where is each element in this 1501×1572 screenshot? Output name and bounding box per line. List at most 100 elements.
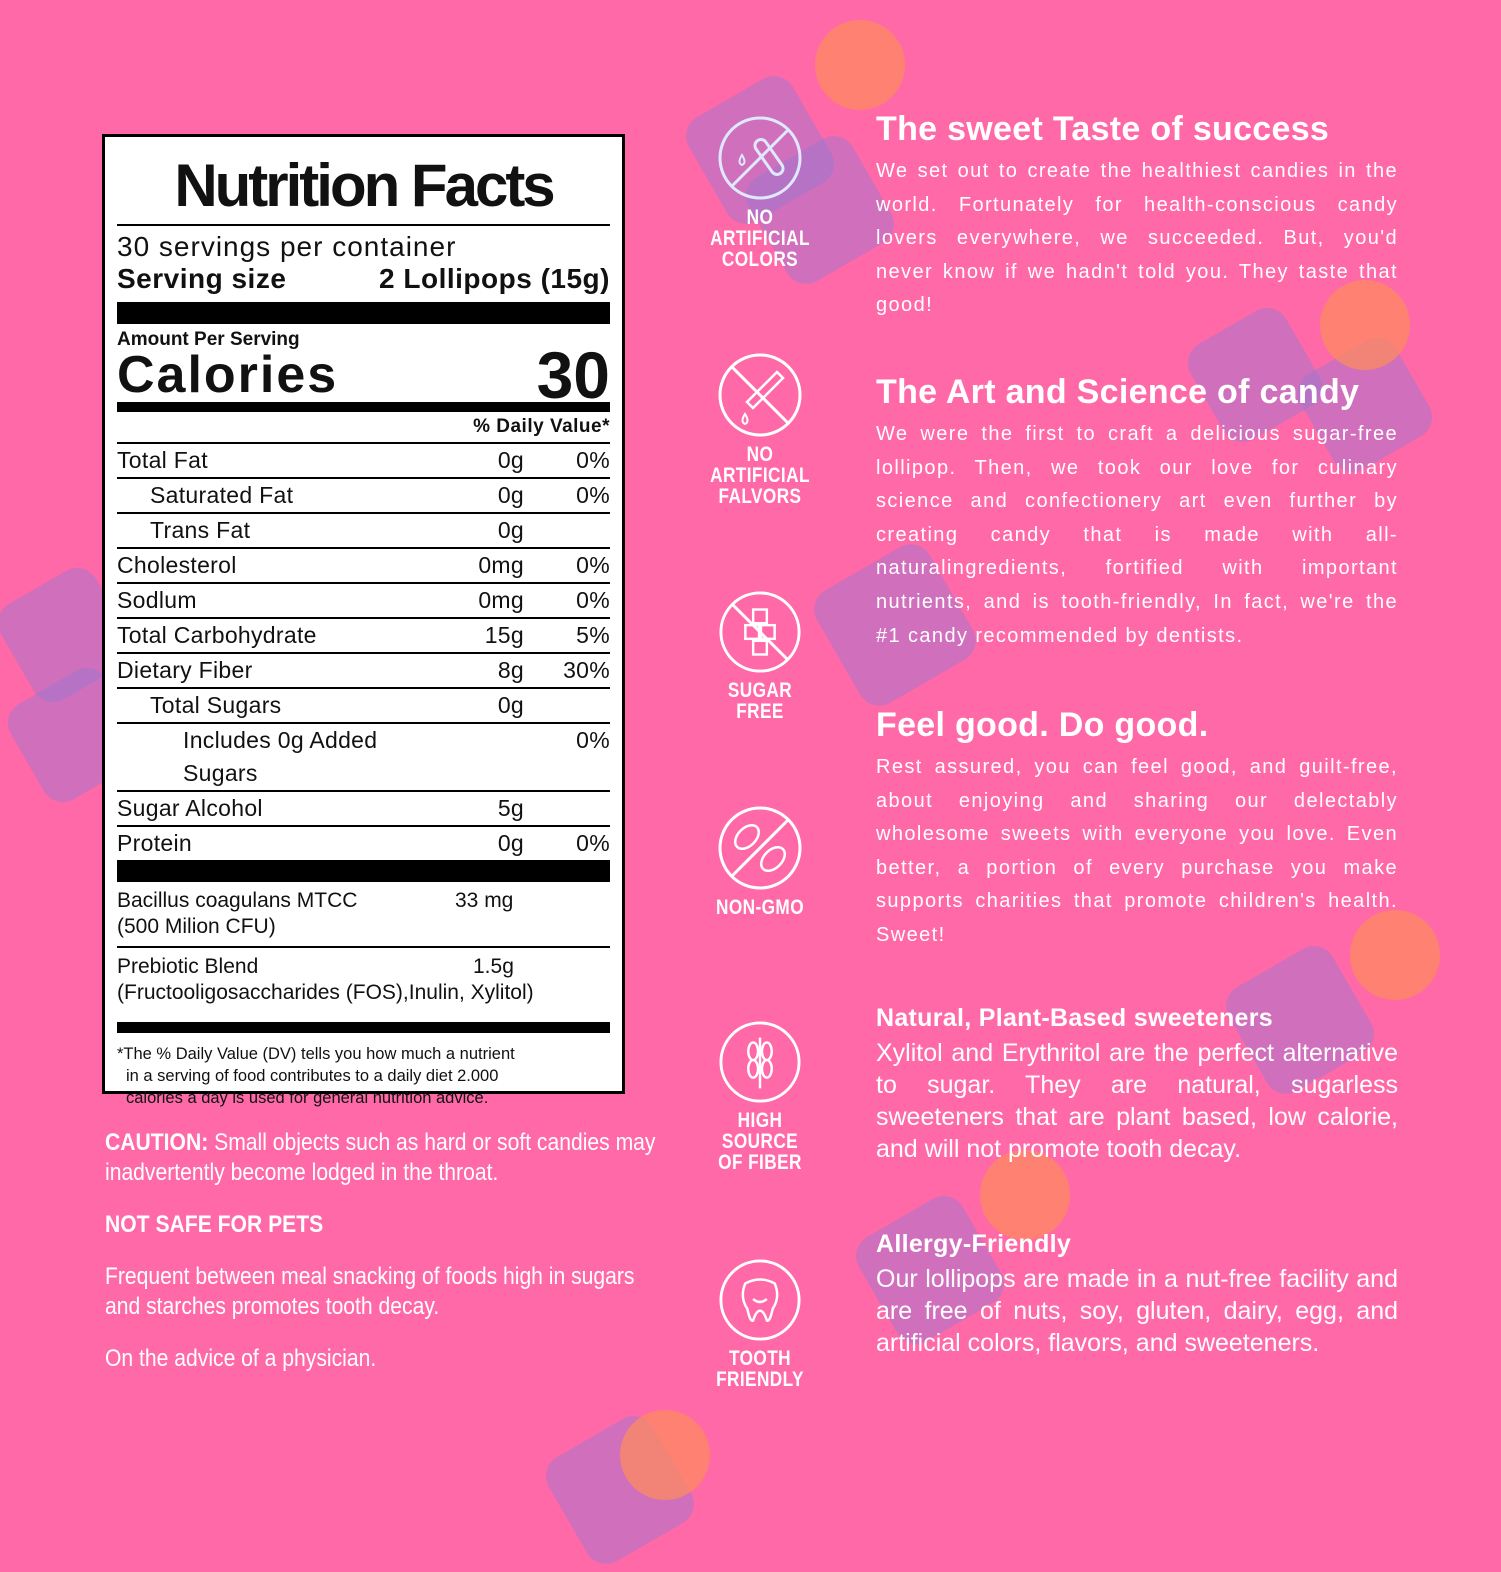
section-body: Xylitol and Erythritol are the perfect a… (876, 1039, 1398, 1163)
caution-label: CAUTION: (105, 1129, 209, 1156)
prebiotic-sub: (Fructooligosaccharides (FOS),Inulin, Xy… (117, 981, 534, 1004)
nutrient-row: Sugar Alcohol 5g (117, 792, 610, 827)
nutrient-amount: 0mg (478, 587, 524, 613)
no-artificial-colors-icon (718, 116, 802, 200)
nutrient-amount: 8g (497, 657, 524, 683)
nutrient-amount: 0g (497, 447, 524, 473)
nutrient-amount: 15g (484, 622, 524, 648)
nutrient-row: Sodlum 0mg 0% (117, 584, 610, 619)
nutrient-amount: 0mg (478, 552, 524, 578)
nutrition-facts-panel: Nutrition Facts 30 servings per containe… (102, 134, 625, 1107)
nutrient-dv (524, 514, 610, 547)
badge-tooth-friendly: TOOTH FRIENDLY (690, 1258, 830, 1390)
nutrient-row: Total Sugars 0g (117, 689, 610, 724)
probiotic-sub: (500 Milion CFU) (117, 915, 276, 938)
section-body: We were the first to craft a delicious s… (876, 423, 1398, 647)
nutrient-amount: 0g (497, 517, 524, 543)
section-body: Rest assured, you can feel good, and gui… (876, 756, 1398, 946)
warnings: CAUTION: Small objects such as hard or s… (105, 1128, 668, 1396)
nutrient-row: Protein 0g 0% (117, 827, 610, 882)
decorative-sun (815, 20, 905, 110)
nutrient-dv: 5% (576, 622, 610, 648)
badge-sugar-free: SUGAR FREE (690, 590, 830, 722)
section-title: Allergy-Friendly (876, 1230, 1072, 1258)
servings-per-container: 30 servings per container (117, 231, 457, 262)
non-gmo-icon (718, 806, 802, 890)
footnote-line: in a serving of food contributes to a da… (126, 1067, 499, 1085)
nutrient-name: Saturated Fat (150, 482, 294, 508)
section-title: The sweet Taste of success (876, 110, 1330, 148)
decorative-sun (620, 1410, 710, 1500)
nutrient-name: Includes 0g Added Sugars (183, 727, 378, 786)
badge-no-artificial-colors: NO ARTIFICIAL COLORS (690, 115, 830, 270)
section-title: Feel good. Do good. (876, 706, 1209, 744)
section-body: We set out to create the healthiest cand… (876, 160, 1398, 317)
calories-label: Calories (117, 346, 339, 404)
badge-high-fiber: HIGH SOURCE OF FIBER (690, 1020, 830, 1173)
serving-size: Serving size 2 Lollipops (15g) (117, 262, 610, 324)
sugar-free-icon (719, 591, 801, 673)
section-art-science: The Art and Science of candy We were the… (876, 373, 1398, 653)
prebiotic-name: Prebiotic Blend (117, 955, 259, 978)
badge-label: SUGAR FREE (727, 679, 793, 723)
badge-label: HIGH SOURCE OF FIBER (718, 1109, 802, 1174)
nutrient-dv: 0% (576, 727, 610, 753)
footnote: *The % Daily Value (DV) tells you how mu… (117, 1043, 610, 1109)
physician-note: On the advice of a physician. (105, 1345, 377, 1372)
badge-label: NO ARTIFICIAL FALVORS (710, 443, 810, 508)
section-title: The Art and Science of candy (876, 373, 1360, 411)
nutrition-title: Nutrition Facts (117, 148, 610, 226)
nutrient-name: Total Carbohydrate (117, 622, 317, 648)
prebiotic-row: Prebiotic Blend 1.5g (Fructooligosaccharid… (117, 948, 610, 1033)
nutrient-dv: 0% (576, 552, 610, 578)
probiotic-name: Bacillus coagulans MTCC (117, 889, 358, 912)
nutrient-dv (524, 689, 610, 722)
decorative-sun (1350, 910, 1440, 1000)
section-sweeteners: Natural, Plant-Based sweeteners Xylitol … (876, 1004, 1398, 1165)
nutrient-name: Total Fat (117, 447, 208, 473)
decorative-sun (1320, 280, 1410, 370)
nutrient-name: Dietary Fiber (117, 657, 253, 683)
nutrient-dv: 0% (576, 447, 610, 473)
nutrient-amount: 5g (497, 795, 524, 821)
badge-non-gmo: NON-GMO (690, 805, 830, 918)
snacking-warning: Frequent between meal snacking of foods … (105, 1263, 635, 1320)
nutrient-dv (524, 792, 610, 825)
caution-text: Small objects such as hard or soft candi… (105, 1129, 656, 1186)
tooth-friendly-icon (719, 1259, 801, 1341)
section-title: Natural, Plant-Based sweeteners (876, 1004, 1273, 1032)
nutrient-amount: 0g (497, 692, 524, 718)
nutrient-row: Trans Fat 0g (117, 514, 610, 549)
badge-label: TOOTH FRIENDLY (716, 1347, 804, 1391)
nutrient-row: Saturated Fat 0g 0% (117, 479, 610, 514)
nutrient-dv: 30% (563, 657, 610, 683)
section-allergy: Allergy-Friendly Our lollipops are made … (876, 1230, 1398, 1359)
calories-value: 30 (536, 338, 610, 412)
footnote-line: calories a day is used for general nutri… (126, 1089, 489, 1107)
daily-value-header: % Daily Value* (117, 412, 610, 444)
serving-size-label: Serving size (117, 263, 287, 294)
decorative-sun (980, 1150, 1070, 1240)
badge-no-artificial-flavors: NO ARTIFICIAL FALVORS (690, 352, 830, 507)
nutrient-row: Total Carbohydrate 15g 5% (117, 619, 610, 654)
nutrient-name: Sodlum (117, 587, 197, 613)
nutrient-row: Includes 0g Added Sugars 0% (117, 724, 610, 792)
nutrient-dv: 0% (576, 482, 610, 508)
nutrient-row: Cholesterol 0mg 0% (117, 549, 610, 584)
section-body: Our lollipops are made in a nut-free fac… (876, 1265, 1398, 1357)
calories-row: Calories 30 (117, 338, 610, 412)
nutrient-dv: 0% (576, 587, 610, 613)
serving-size-value: 2 Lollipops (15g) (379, 263, 610, 294)
badge-label: NON-GMO (715, 896, 804, 919)
nutrient-dv: 0% (576, 830, 610, 856)
nutrient-amount: 0g (497, 482, 524, 508)
nutrient-name: Sugar Alcohol (117, 795, 263, 821)
amount-per-serving: Amount Per Serving (117, 329, 300, 350)
nutrient-name: Cholesterol (117, 552, 237, 578)
probiotic-amount: 33 mg (455, 889, 514, 912)
nutrient-amount (444, 724, 524, 790)
section-feel-good: Feel good. Do good. Rest assured, you ca… (876, 706, 1398, 953)
badge-label: NO ARTIFICIAL COLORS (710, 206, 810, 271)
section-sweet-taste: The sweet Taste of success We set out to… (876, 110, 1398, 323)
prebiotic-amount: 1.5g (473, 955, 514, 978)
